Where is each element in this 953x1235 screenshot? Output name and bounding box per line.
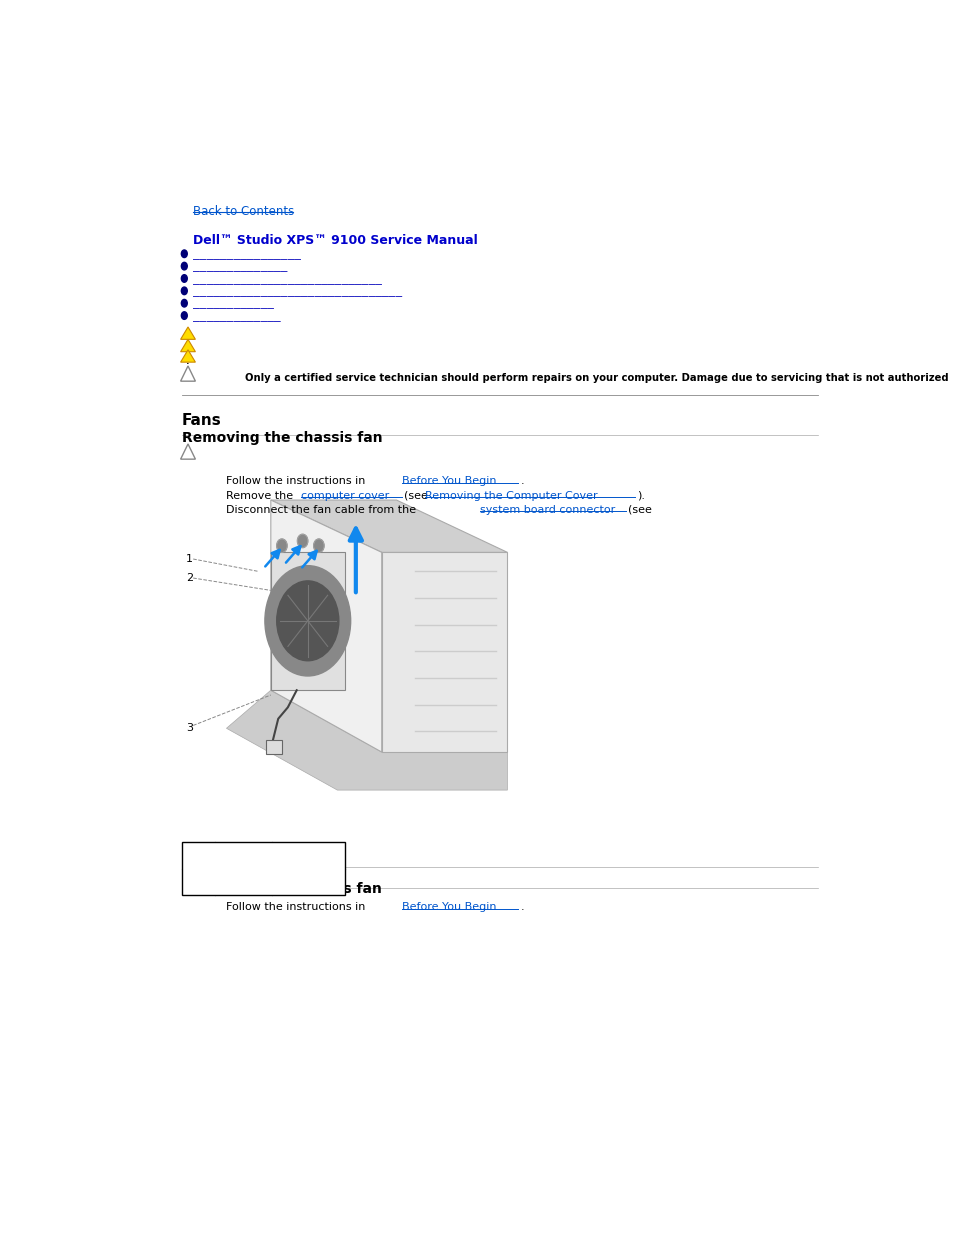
Text: Removing the chassis fan: Removing the chassis fan: [182, 431, 382, 445]
Text: 1: 1: [186, 555, 193, 564]
Circle shape: [181, 262, 187, 270]
Polygon shape: [180, 350, 195, 362]
Circle shape: [297, 535, 308, 547]
Text: ______________: ______________: [193, 262, 288, 272]
Text: _____________: _____________: [193, 311, 280, 322]
Text: (see: (see: [403, 490, 427, 500]
Text: .: .: [520, 903, 524, 913]
Text: system board connector: system board connector: [479, 505, 615, 515]
Text: Follow the instructions in: Follow the instructions in: [226, 477, 365, 487]
Polygon shape: [271, 500, 507, 552]
Text: !: !: [186, 357, 190, 367]
Circle shape: [181, 249, 187, 258]
Text: Disconnect the fan cable from the: Disconnect the fan cable from the: [226, 505, 416, 515]
Text: 2: 2: [186, 573, 193, 583]
Text: Follow the instructions in: Follow the instructions in: [226, 903, 365, 913]
Text: Back to Contents: Back to Contents: [193, 205, 294, 219]
Polygon shape: [180, 340, 195, 352]
Text: (see: (see: [627, 505, 651, 515]
Text: _______________________________: _______________________________: [193, 287, 402, 298]
Text: computer cover: computer cover: [301, 490, 389, 500]
Circle shape: [314, 538, 324, 552]
Circle shape: [276, 580, 338, 661]
Text: 2: 2: [195, 877, 201, 887]
Circle shape: [181, 287, 187, 295]
Circle shape: [265, 566, 351, 676]
Circle shape: [181, 274, 187, 283]
Circle shape: [181, 299, 187, 308]
Text: Only a certified service technician should perform repairs on your computer. Dam: Only a certified service technician shou…: [245, 373, 953, 383]
Polygon shape: [271, 552, 344, 690]
Text: ________________: ________________: [193, 249, 301, 259]
Polygon shape: [226, 690, 507, 790]
Text: !: !: [186, 335, 190, 343]
Text: Replacing the chassis fan: Replacing the chassis fan: [182, 882, 381, 897]
Text: Before You Begin: Before You Begin: [402, 903, 497, 913]
Polygon shape: [381, 552, 507, 752]
FancyBboxPatch shape: [265, 740, 282, 753]
Circle shape: [276, 538, 287, 552]
Text: Dell™ Studio XPS™ 9100 Service Manual: Dell™ Studio XPS™ 9100 Service Manual: [193, 233, 477, 247]
Text: !: !: [186, 347, 190, 356]
Circle shape: [181, 311, 187, 320]
Polygon shape: [180, 327, 195, 340]
Text: Removing the Computer Cover: Removing the Computer Cover: [424, 490, 597, 500]
Text: 3: 3: [186, 724, 193, 734]
Text: Fans: Fans: [182, 412, 222, 427]
Text: Remove the: Remove the: [226, 490, 294, 500]
Polygon shape: [271, 500, 381, 752]
Text: 1: 1: [195, 851, 201, 861]
Text: .: .: [520, 477, 524, 487]
Text: ____________: ____________: [193, 299, 274, 310]
Text: Before You Begin: Before You Begin: [402, 477, 497, 487]
FancyBboxPatch shape: [182, 842, 344, 894]
Text: ).: ).: [637, 490, 644, 500]
Text: ____________________________: ____________________________: [193, 274, 382, 285]
